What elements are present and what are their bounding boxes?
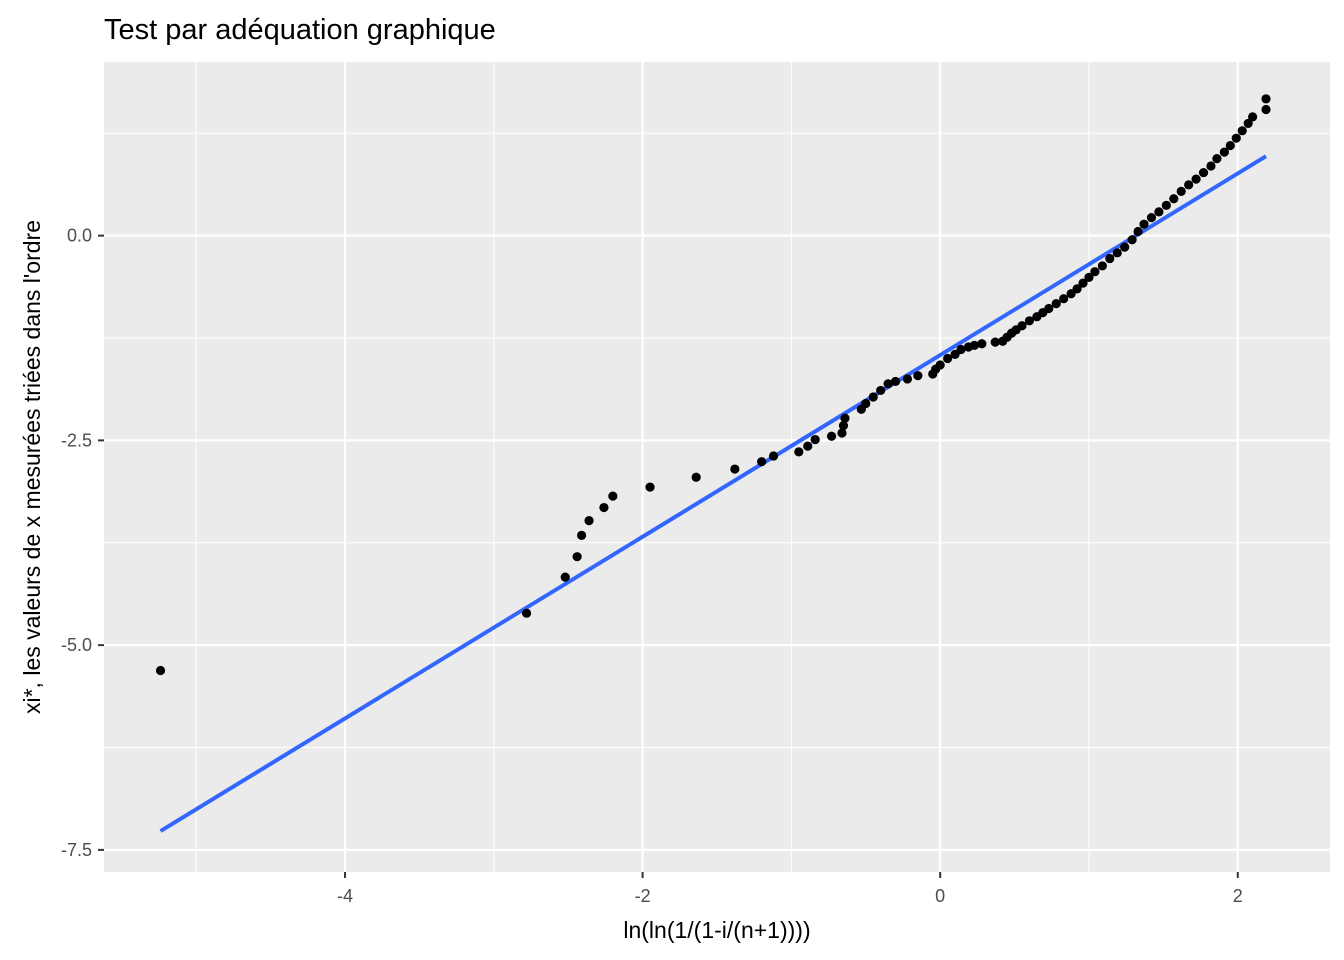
data-point	[935, 360, 945, 370]
data-point	[1024, 316, 1035, 326]
data-point	[1072, 284, 1082, 294]
data-point	[861, 398, 871, 409]
y-tick-label: -7.5	[61, 840, 92, 860]
points-layer	[155, 94, 1271, 676]
data-point	[1017, 321, 1027, 331]
data-point	[913, 371, 923, 381]
data-point	[1261, 94, 1271, 104]
y-tick-label: -5.0	[61, 635, 92, 655]
data-point	[1105, 253, 1115, 264]
data-point	[645, 482, 655, 492]
data-point	[868, 392, 878, 402]
data-point	[1127, 235, 1137, 245]
data-point	[794, 447, 804, 457]
data-point	[1097, 261, 1107, 271]
y-axis-title: xi*, les valeurs de x mesurées triées da…	[19, 220, 45, 714]
data-point	[560, 572, 570, 582]
data-point	[1237, 126, 1247, 136]
x-tick-label: 0	[935, 886, 945, 906]
data-point	[1261, 104, 1271, 115]
data-point	[883, 379, 893, 389]
data-point	[1059, 294, 1069, 304]
data-point	[1084, 272, 1094, 282]
data-point	[1225, 140, 1235, 151]
data-point	[1243, 118, 1253, 129]
data-point	[1198, 167, 1209, 178]
minor-gridlines	[104, 62, 1330, 872]
data-point	[1051, 299, 1061, 309]
data-point	[1219, 147, 1229, 157]
chart-title: Test par adéquation graphique	[104, 14, 496, 46]
data-point	[1090, 267, 1100, 277]
y-tick-label: -2.5	[61, 430, 92, 450]
data-point	[810, 434, 820, 445]
data-point	[902, 374, 913, 384]
data-point	[977, 339, 987, 349]
data-point	[838, 421, 849, 431]
data-point	[599, 502, 609, 513]
fit-line-layer	[159, 154, 1268, 833]
data-point	[572, 552, 582, 562]
plot-panel	[104, 62, 1330, 872]
x-axis: -4 -2 0 2	[337, 872, 1243, 906]
data-point	[1112, 248, 1122, 258]
data-point	[956, 344, 966, 355]
data-point	[1154, 207, 1164, 217]
data-point	[1248, 112, 1258, 122]
x-tick-label: -4	[337, 886, 353, 906]
data-point	[608, 491, 618, 501]
data-point	[730, 464, 740, 474]
data-point	[990, 337, 1000, 347]
data-point	[768, 451, 779, 461]
data-point	[1191, 174, 1201, 184]
data-point	[521, 608, 532, 618]
data-point	[1184, 180, 1194, 190]
data-point	[803, 441, 813, 451]
data-point	[584, 516, 594, 526]
data-point	[943, 353, 953, 364]
data-point	[155, 665, 166, 676]
data-point	[577, 530, 587, 540]
data-point	[890, 376, 901, 387]
data-point	[1146, 213, 1157, 223]
major-gridlines	[104, 62, 1330, 872]
data-point	[837, 428, 847, 438]
y-tick-label: 0.0	[67, 226, 92, 246]
y-axis: 0.0 -2.5 -5.0 -7.5	[61, 226, 104, 860]
data-point	[1133, 226, 1143, 237]
data-point	[691, 472, 701, 482]
data-point	[1161, 200, 1171, 210]
data-point	[969, 340, 980, 350]
data-point	[1120, 242, 1130, 252]
data-point	[1139, 219, 1149, 229]
data-point	[1212, 154, 1222, 164]
fit-line	[159, 154, 1268, 833]
x-tick-label: 2	[1233, 886, 1243, 906]
data-point	[1206, 161, 1216, 171]
data-point	[757, 457, 767, 467]
data-point	[876, 385, 886, 396]
data-point	[1044, 303, 1054, 314]
data-point	[826, 431, 837, 441]
data-point	[840, 413, 850, 423]
data-point	[1169, 194, 1179, 204]
x-axis-title: ln(ln(1/(1-i/(n+1))))	[623, 917, 810, 943]
data-point	[1176, 186, 1186, 197]
x-tick-label: -2	[635, 886, 651, 906]
data-point	[1231, 133, 1241, 143]
data-point	[1078, 278, 1088, 288]
